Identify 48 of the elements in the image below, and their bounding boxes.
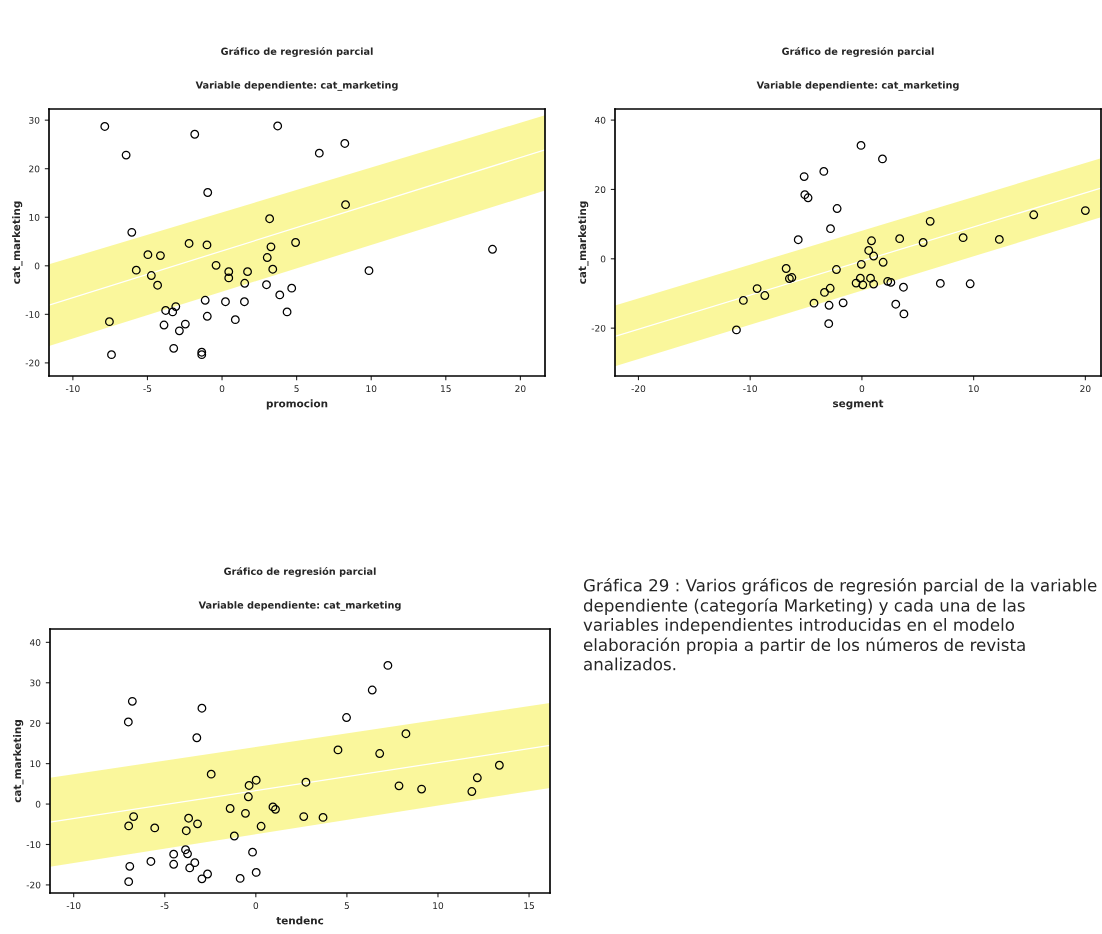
y-tick-label: -20 xyxy=(26,881,41,889)
y-tick-label: 30 xyxy=(29,116,40,124)
y-tick-label: 40 xyxy=(29,639,41,646)
x-axis-title: promocion xyxy=(266,399,328,410)
y-tick-label: 0 xyxy=(34,262,40,270)
x-tick-label: 10 xyxy=(968,385,979,393)
y-axis-title: cat_marketing xyxy=(13,720,24,803)
chart-subtitle: Variable dependiente: cat_marketing xyxy=(198,601,401,611)
y-tick-label: 30 xyxy=(30,679,41,687)
chart-title: Gráfico de regresión parcial xyxy=(221,47,373,57)
x-tick-label: 5 xyxy=(294,385,299,393)
x-tick-label: -10 xyxy=(65,385,80,393)
x-tick-label: -10 xyxy=(743,385,757,393)
y-tick-label: -20 xyxy=(591,324,606,332)
chart-title: Gráfico de regresión parcial xyxy=(224,567,376,577)
x-axis-title: segment xyxy=(833,399,884,410)
x-tick-label: -5 xyxy=(143,385,152,393)
y-tick-label: -20 xyxy=(25,359,40,367)
y-tick-label: 10 xyxy=(30,760,41,768)
x-tick-label: 20 xyxy=(1080,385,1091,393)
x-tick-label: 0 xyxy=(859,385,865,393)
x-tick-label: 5 xyxy=(344,902,349,910)
x-tick-label: 10 xyxy=(433,902,444,910)
x-tick-label: -10 xyxy=(66,902,81,910)
x-tick-label: 10 xyxy=(366,385,377,393)
chart-subtitle: Variable dependiente: cat_marketing xyxy=(195,81,398,91)
x-axis-title: tendenc xyxy=(276,916,324,925)
y-axis-title: cat_marketing xyxy=(578,201,589,284)
chart-title: Gráfico de regresión parcial xyxy=(782,47,934,57)
text: Gráfica 29 : Varios gráficos de regresión parcial de la variable dependiente (categoría Marketing) y cada una de las variables independientes introducidas en el modelo elaboración propia a partir de los números de revista analizados. xyxy=(583,578,1097,671)
y-tick-label: 0 xyxy=(35,800,41,808)
x-tick-label: 20 xyxy=(515,385,526,393)
y-tick-label: 20 xyxy=(595,186,606,193)
y-axis-title: cat_marketing xyxy=(12,201,23,284)
x-tick-label: 0 xyxy=(253,902,259,910)
y-tick-label: -10 xyxy=(25,311,40,318)
y-tick-label: 20 xyxy=(29,165,40,173)
y-tick-label: 10 xyxy=(29,213,40,221)
x-tick-label: -5 xyxy=(160,902,169,910)
chart-subtitle: Variable dependiente: cat_marketing xyxy=(756,81,959,91)
y-tick-label: 20 xyxy=(30,719,41,727)
y-tick-label: 40 xyxy=(594,116,606,124)
x-tick-label: -20 xyxy=(631,385,646,393)
x-tick-label: 15 xyxy=(524,902,535,910)
y-tick-label: 0 xyxy=(600,255,606,263)
x-tick-label: 15 xyxy=(441,385,451,393)
x-tick-label: 0 xyxy=(219,385,225,393)
y-tick-label: -10 xyxy=(26,841,41,849)
